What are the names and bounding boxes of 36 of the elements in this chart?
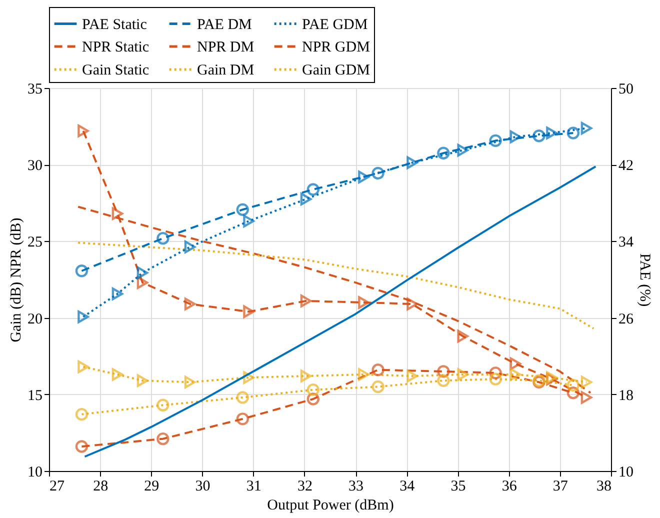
y-tick-label: 25 <box>28 234 42 251</box>
y2-tick-label: 18 <box>618 388 634 404</box>
y2-tick-label: 10 <box>618 464 634 480</box>
x-tick-label: 28 <box>93 478 108 494</box>
legend-label: PAE DM <box>197 16 252 33</box>
y2-tick-label: 26 <box>618 311 634 328</box>
y-tick-label: 15 <box>28 388 42 404</box>
y2-tick-label: 50 <box>618 82 634 98</box>
legend-label: Gain DM <box>197 62 254 78</box>
legend-label: PAE GDM <box>302 16 368 33</box>
legend-label: PAE Static <box>82 16 148 33</box>
y-tick-label: 35 <box>28 82 42 98</box>
x-tick-label: 30 <box>195 478 210 494</box>
y2-tick-label: 42 <box>618 158 634 174</box>
y-axis-title: Gain (dB) NPR (dB) <box>8 218 24 342</box>
legend-label: NPR GDM <box>302 40 370 56</box>
x-tick-label: 34 <box>400 478 416 494</box>
legend-label: Gain GDM <box>302 62 370 78</box>
x-tick-label: 37 <box>552 478 568 494</box>
legend-label: Gain Static <box>82 62 150 78</box>
x-tick-label: 33 <box>348 478 364 494</box>
x-tick-label: 35 <box>450 478 466 494</box>
y-tick-label: 10 <box>28 464 42 480</box>
x-tick-label: 29 <box>144 478 160 494</box>
x-axis-title: Output Power (dBm) <box>267 498 394 514</box>
legend-label: NPR DM <box>197 40 254 56</box>
y-tick-label: 30 <box>28 158 42 174</box>
y2-tick-label: 34 <box>618 234 634 251</box>
legend-label: NPR Static <box>82 40 150 56</box>
x-tick-label: 27 <box>50 478 65 494</box>
x-tick-label: 31 <box>246 478 262 494</box>
y-tick-label: 20 <box>28 311 42 328</box>
x-tick-label: 36 <box>502 478 518 494</box>
x-tick-label: 32 <box>297 478 312 494</box>
y2-axis-title: PAE (%) <box>636 253 652 307</box>
x-tick-label: 38 <box>596 478 612 494</box>
